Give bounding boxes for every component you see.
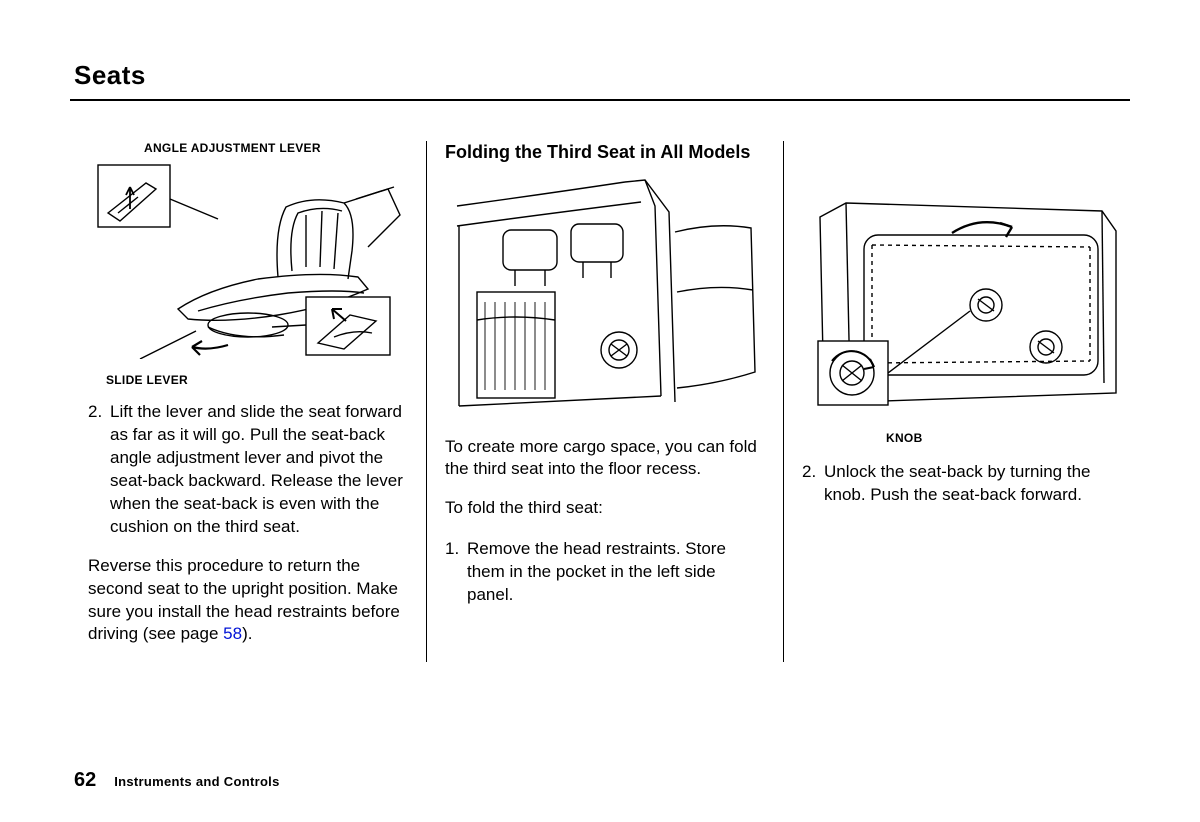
seat-back-unlock-illustration bbox=[802, 197, 1122, 417]
col3-step-2: 2. Unlock the seat-back by turning the k… bbox=[802, 461, 1122, 507]
text-suffix: ). bbox=[242, 624, 252, 643]
step-number: 2. bbox=[802, 461, 824, 507]
seat-adjustment-illustration bbox=[88, 159, 408, 359]
knob-label: KNOB bbox=[886, 431, 1122, 445]
slide-lever-label: SLIDE LEVER bbox=[106, 373, 408, 387]
page-number: 62 bbox=[74, 769, 96, 792]
column-2: Folding the Third Seat in All Models bbox=[426, 141, 783, 662]
col2-para1: To create more cargo space, you can fold… bbox=[445, 436, 765, 482]
col1-reverse-procedure: Reverse this procedure to return the sec… bbox=[88, 555, 408, 647]
third-seat-illustration bbox=[445, 172, 765, 422]
title-divider bbox=[70, 99, 1130, 101]
col1-step-2: 2. Lift the lever and slide the seat for… bbox=[88, 401, 408, 539]
page-footer: 62 Instruments and Controls bbox=[74, 769, 280, 792]
page-link-58[interactable]: 58 bbox=[223, 624, 242, 643]
step-text: Remove the head restraints. Store them i… bbox=[467, 538, 765, 607]
col2-para2: To fold the third seat: bbox=[445, 497, 765, 520]
col2-step-1: 1. Remove the head restraints. Store the… bbox=[445, 538, 765, 607]
section-name: Instruments and Controls bbox=[114, 774, 279, 789]
column-1: ANGLE ADJUSTMENT LEVER bbox=[70, 141, 426, 662]
step-text: Lift the lever and slide the seat forwar… bbox=[110, 401, 408, 539]
step-text: Unlock the seat-back by turning the knob… bbox=[824, 461, 1122, 507]
angle-lever-label: ANGLE ADJUSTMENT LEVER bbox=[144, 141, 408, 155]
col2-heading: Folding the Third Seat in All Models bbox=[445, 141, 765, 164]
content-columns: ANGLE ADJUSTMENT LEVER bbox=[70, 141, 1130, 662]
step-number: 1. bbox=[445, 538, 467, 607]
column-3: KNOB 2. Unlock the seat-back by turning … bbox=[783, 141, 1140, 662]
step-number: 2. bbox=[88, 401, 110, 539]
page-title: Seats bbox=[70, 60, 1130, 91]
